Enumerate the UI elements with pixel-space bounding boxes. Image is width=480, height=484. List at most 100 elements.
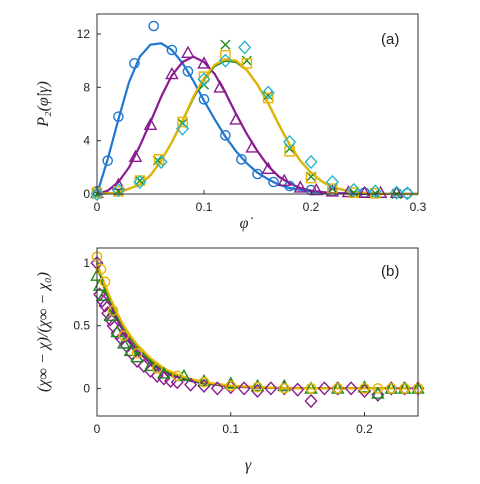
triangle-marker	[110, 324, 124, 338]
triangle-marker	[197, 56, 211, 69]
triangle-marker	[293, 180, 308, 193]
diamond-marker	[111, 182, 125, 198]
triangle-marker	[165, 66, 179, 80]
circle-marker	[359, 383, 370, 394]
circle-marker	[151, 363, 163, 374]
panel-b-points	[90, 251, 425, 409]
circle-marker	[401, 188, 413, 199]
triangle-marker	[357, 380, 372, 393]
panel-b-frame	[96, 247, 419, 417]
diamond-marker	[317, 381, 331, 396]
y-tick-label: 4	[83, 134, 90, 148]
panel-b-y-axis-label: (χ∞ − χ)/(χ∞ − χ₀)	[35, 272, 52, 392]
triangle-marker	[111, 177, 126, 190]
triangle-marker	[181, 45, 195, 58]
x-marker	[241, 55, 252, 66]
diamond-marker	[291, 382, 305, 397]
circle-marker	[305, 383, 317, 394]
x-tick-label: 0.2	[303, 200, 320, 214]
panel-b-ticks: 0 0.1 0.2 0 0.5 1	[73, 256, 373, 436]
y-tick-label: 0	[83, 187, 90, 201]
triangle-marker	[143, 117, 158, 130]
y-tick-label: 1	[83, 256, 90, 270]
circle-marker	[118, 330, 130, 342]
circle-marker	[131, 348, 143, 359]
triangle-marker	[341, 184, 356, 198]
diamond-marker	[368, 184, 382, 199]
square-marker	[177, 116, 188, 128]
triangle-marker	[357, 185, 372, 198]
diamond-marker	[197, 72, 211, 87]
y-tick-label: 0.5	[73, 319, 90, 333]
y-tick-label: 12	[77, 27, 91, 41]
diamond-marker	[261, 85, 275, 100]
triangle-marker	[213, 80, 227, 93]
x-tick-label: 0.2	[356, 422, 373, 436]
square-marker	[220, 50, 231, 61]
triangle-marker	[277, 173, 292, 186]
panel-b: 0 0.1 0.2 0 0.5 1 (b) γ (χ∞ − χ)/(χ∞ − χ₀)	[35, 247, 425, 474]
triangle-marker	[229, 112, 243, 125]
diamond-marker	[400, 186, 414, 201]
circle-marker	[252, 381, 263, 393]
diamond-marker	[143, 363, 158, 379]
x-tick-label: 0	[94, 422, 101, 436]
triangle-marker	[157, 366, 171, 379]
circle-marker	[284, 180, 295, 192]
diamond-marker	[125, 346, 139, 361]
diamond-marker	[137, 358, 151, 373]
diamond-marker	[304, 154, 318, 170]
circle-marker	[166, 44, 178, 56]
diamond-marker	[157, 371, 171, 386]
square-marker	[262, 92, 274, 104]
panel-a-x-axis-label: φ̇	[240, 215, 254, 232]
x-marker	[348, 187, 359, 198]
diamond-marker	[154, 154, 168, 170]
x-tick-label: 0.1	[222, 422, 239, 436]
fit-curve	[96, 55, 419, 196]
square-marker	[284, 146, 295, 157]
diamond-marker	[371, 387, 385, 402]
x-marker	[263, 90, 274, 101]
triangle-marker	[389, 185, 404, 198]
panel-a-frame	[96, 13, 419, 195]
y-tick-label: 0	[83, 381, 90, 395]
diamond-marker	[344, 381, 358, 396]
circle-marker	[198, 376, 210, 388]
panel-a-points	[90, 20, 414, 202]
circle-marker	[171, 370, 183, 382]
diamond-marker	[218, 53, 232, 68]
circle-marker	[99, 276, 111, 288]
y-tick-label: 8	[83, 80, 90, 94]
square-marker	[305, 172, 317, 184]
diamond-marker	[176, 121, 190, 136]
panel-a: 0 0.1 0.2 0.3 0 4 8 12 (a) φ̇ P₂(φ̇|γ)	[35, 13, 427, 232]
triangle-marker	[373, 185, 388, 198]
circle-marker	[252, 168, 263, 180]
diamond-marker	[325, 174, 339, 190]
x-marker	[220, 39, 231, 50]
panel-b-x-axis-label: γ	[245, 457, 252, 474]
triangle-marker	[116, 336, 131, 349]
circle-marker	[95, 264, 107, 275]
diamond-marker	[210, 381, 224, 396]
triangle-marker	[309, 182, 324, 196]
fit-curve	[96, 59, 419, 196]
panel-a-curves	[95, 42, 419, 196]
triangle-marker	[96, 288, 111, 301]
circle-marker	[332, 383, 344, 394]
circle-marker	[385, 383, 397, 394]
circle-marker	[268, 176, 279, 188]
x-marker	[370, 188, 381, 199]
panel-a-tag: (a)	[381, 31, 399, 48]
diamond-marker	[237, 381, 251, 396]
circle-marker	[220, 130, 231, 141]
x-tick-label: 0	[94, 200, 101, 214]
triangle-marker	[197, 373, 211, 387]
diamond-marker	[184, 377, 198, 392]
triangle-marker	[128, 149, 143, 162]
triangle-marker	[371, 386, 385, 399]
circle-marker	[107, 305, 119, 316]
diamond-marker	[264, 381, 278, 396]
